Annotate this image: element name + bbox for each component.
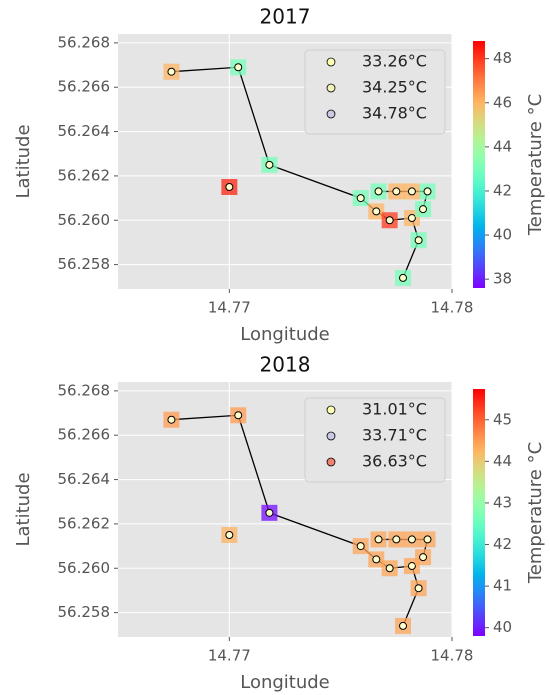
point (225, 183, 234, 191)
colorbar-tick-label: 46 (493, 93, 512, 111)
colorbar-tick-label: 42 (493, 181, 512, 199)
point (356, 194, 365, 203)
x-tick-label: 14.77 (208, 299, 251, 317)
point (407, 535, 416, 544)
y-tick-label: 56.264 (58, 470, 111, 488)
y-tick-label: 56.266 (58, 78, 111, 96)
colorbar-label: Temperature °C (525, 94, 546, 236)
legend-label: 31.01°C (362, 400, 427, 419)
point (407, 562, 416, 571)
point (407, 187, 416, 196)
point (372, 207, 381, 216)
y-tick-label: 56.260 (58, 211, 111, 229)
point (407, 214, 416, 223)
point (225, 531, 234, 539)
colorbar-tick-label: 43 (493, 493, 512, 511)
legend-marker (326, 83, 336, 93)
legend-marker (326, 109, 336, 119)
legend-marker (326, 457, 336, 467)
y-tick-label: 56.258 (58, 255, 111, 273)
legend-marker (326, 405, 336, 415)
legend-label: 34.78°C (362, 104, 427, 123)
point (234, 63, 243, 72)
legend-label: 34.25°C (362, 78, 427, 97)
chart-panel: 2018 14.77 14.78 56.258 56.260 56.262 56.264 56… (13, 353, 546, 694)
colorbar-tick-label: 42 (493, 535, 512, 553)
colorbar-tick-label: 48 (493, 49, 512, 67)
colorbar (473, 389, 485, 636)
point (419, 205, 428, 214)
point (414, 236, 423, 245)
point (419, 553, 428, 562)
y-tick-label: 56.268 (58, 33, 111, 51)
colorbar-tick-label: 41 (493, 577, 512, 595)
point (372, 555, 381, 564)
x-axis-label: Longitude (240, 672, 330, 693)
y-axis-label: Latitude (13, 124, 34, 198)
point (234, 411, 243, 420)
point (399, 621, 408, 630)
colorbar-tick-label: 44 (493, 137, 512, 155)
colorbar-tick-label: 40 (493, 618, 512, 636)
point (392, 187, 401, 196)
legend-marker (326, 57, 336, 67)
y-tick-label: 56.262 (58, 514, 111, 532)
chart-title: 2017 (260, 5, 311, 29)
y-tick-label: 56.262 (58, 166, 111, 184)
y-tick-label: 56.258 (58, 603, 111, 621)
chart-panel: 2017 14.77 14.78 56.258 56.260 56.262 56.264 56… (13, 5, 546, 346)
point (356, 542, 365, 551)
colorbar-tick-label: 38 (493, 270, 512, 288)
colorbar-tick-label: 45 (493, 410, 512, 428)
colorbar-label: Temperature °C (525, 442, 546, 584)
x-tick-label: 14.78 (431, 647, 474, 665)
y-tick-label: 56.264 (58, 122, 111, 140)
y-tick-label: 56.260 (58, 559, 111, 577)
point (265, 508, 274, 517)
colorbar (473, 41, 485, 288)
legend-box (304, 397, 446, 483)
legend-label: 36.63°C (362, 452, 427, 471)
point (167, 67, 176, 76)
point (423, 535, 432, 544)
point (414, 584, 423, 593)
x-tick-label: 14.78 (431, 299, 474, 317)
y-axis-label: Latitude (13, 472, 34, 546)
point (385, 564, 394, 573)
legend-box (304, 49, 446, 135)
colorbar-tick-label: 40 (493, 226, 512, 244)
x-axis-label: Longitude (240, 324, 330, 345)
y-tick-label: 56.266 (58, 426, 111, 444)
point (265, 160, 274, 169)
legend-label: 33.26°C (362, 52, 427, 71)
point (392, 535, 401, 544)
point (167, 415, 176, 424)
point (423, 187, 432, 196)
legend-marker (326, 431, 336, 441)
point (385, 216, 394, 225)
point (399, 273, 408, 282)
legend-label: 33.71°C (362, 426, 427, 445)
colorbar-tick-label: 44 (493, 452, 512, 470)
point (374, 187, 383, 196)
point (374, 535, 383, 544)
x-tick-label: 14.77 (208, 647, 251, 665)
y-tick-label: 56.268 (58, 381, 111, 399)
chart-title: 2018 (260, 353, 311, 377)
